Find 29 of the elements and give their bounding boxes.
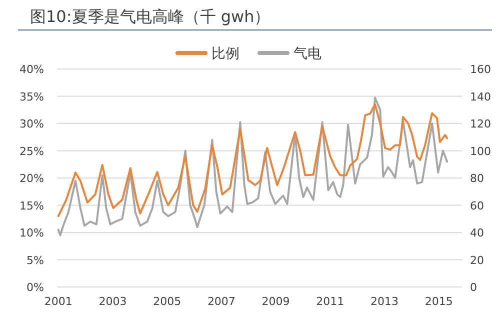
y2-tick-label: 80: [470, 172, 484, 185]
x-tick-label: 2015: [424, 295, 453, 308]
chart-title: 图10:夏季是气电高峰（千 gwh）: [30, 7, 270, 26]
y-tick-label: 30%: [20, 118, 44, 130]
y-tick-label: 20%: [20, 172, 44, 185]
y2-tick-label: 0: [470, 281, 477, 294]
y2-tick-label: 60: [470, 199, 484, 212]
x-tick-label: 2001: [44, 295, 72, 308]
x-tick-label: 2013: [370, 295, 399, 308]
y2-tick-label: 40: [470, 226, 484, 240]
y-tick-label: 0%: [26, 281, 44, 294]
y-tick-label: 40%: [20, 63, 44, 76]
y-tick-label: 25%: [20, 144, 44, 158]
x-tick-label: 2005: [153, 295, 182, 308]
y-tick-label: 35%: [20, 90, 44, 104]
y-tick-label: 5%: [26, 254, 44, 267]
x-tick-label: 2011: [316, 295, 344, 308]
legend-label: 比例: [212, 46, 240, 62]
y2-tick-label: 160: [470, 63, 491, 76]
x-tick-label: 2009: [262, 295, 290, 308]
legend-label: 气电: [294, 46, 322, 62]
y2-tick-label: 140: [470, 90, 491, 104]
y2-tick-label: 20: [470, 254, 484, 267]
x-tick-label: 2003: [98, 295, 127, 308]
x-tick-label: 2007: [207, 295, 236, 308]
y2-tick-label: 100: [470, 144, 491, 158]
y-tick-label: 15%: [20, 199, 44, 212]
y2-tick-label: 120: [470, 118, 491, 130]
y-tick-label: 10%: [20, 226, 44, 240]
